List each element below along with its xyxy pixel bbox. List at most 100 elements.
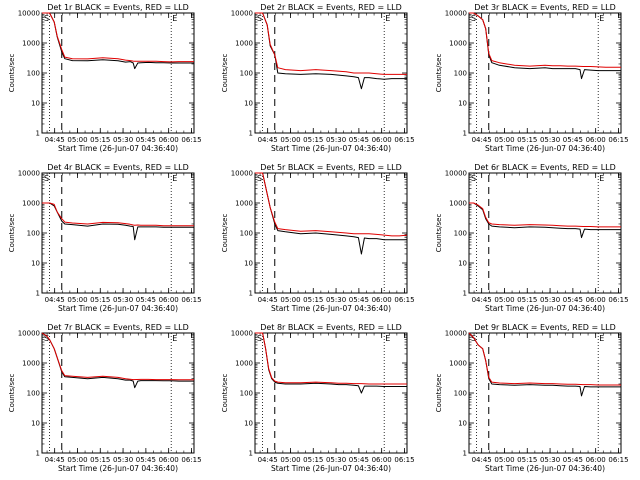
x-tick-label: 06:00 [372, 456, 392, 464]
x-tick-label: 04:45 [45, 136, 65, 144]
start-marker: S [471, 334, 476, 343]
y-tick-label: 1000 [22, 360, 40, 368]
x-tick-label: 05:45 [136, 456, 156, 464]
y-tick-label: 1000 [449, 360, 467, 368]
y-tick-label: 100 [454, 390, 467, 398]
x-tick-label: 06:00 [372, 296, 392, 304]
x-axis-label: Start Time (26-Jun-07 04:36:40) [485, 464, 605, 473]
y-tick-label: 100 [240, 390, 253, 398]
y-tick-label: 1 [36, 130, 40, 138]
end-marker: E [172, 174, 177, 183]
x-tick-label: 04:45 [258, 456, 278, 464]
x-tick-label: 05:45 [349, 136, 369, 144]
y-tick-label: 10000 [18, 10, 40, 18]
x-tick-label: 05:15 [90, 136, 110, 144]
y-tick-label: 10000 [231, 10, 253, 18]
y-tick-label: 10 [244, 100, 253, 108]
y-tick-label: 1000 [235, 40, 253, 48]
end-marker: E [385, 14, 390, 23]
y-tick-label: 10000 [445, 330, 467, 338]
x-tick-label: 05:45 [136, 136, 156, 144]
panel-9: Det 9r BLACK = Events, RED = LLD 1 10 100 10… [435, 323, 629, 473]
x-tick-label: 06:15 [181, 296, 201, 304]
panel-6: Det 6r BLACK = Events, RED = LLD 1 10 100 10… [435, 163, 629, 313]
x-tick-label: 06:00 [372, 136, 392, 144]
x-tick-label: 05:15 [517, 136, 537, 144]
x-tick-label: 05:30 [540, 136, 560, 144]
y-tick-label: 1 [463, 290, 467, 298]
x-tick-label: 04:45 [472, 296, 492, 304]
y-tick-label: 10000 [231, 330, 253, 338]
x-tick-label: 06:15 [394, 456, 414, 464]
panel-title: Det 8r BLACK = Events, RED = LLD [260, 323, 402, 332]
y-tick-label: 1 [249, 450, 253, 458]
y-tick-label: 100 [454, 230, 467, 238]
y-tick-label: 10 [458, 260, 467, 268]
lld-series-line [469, 202, 621, 228]
y-tick-label: 100 [27, 70, 40, 78]
y-tick-label: 10 [244, 260, 253, 268]
x-tick-label: 05:45 [349, 296, 369, 304]
y-axis-label: Counts/sec [8, 214, 16, 253]
start-marker: S [257, 174, 262, 183]
x-tick-label: 05:00 [494, 456, 514, 464]
x-tick-label: 06:15 [181, 136, 201, 144]
x-axis-label: Start Time (26-Jun-07 04:36:40) [271, 464, 391, 473]
y-tick-label: 10 [458, 420, 467, 428]
x-tick-label: 05:45 [136, 296, 156, 304]
x-tick-label: 06:15 [608, 296, 628, 304]
panel-8: Det 8r BLACK = Events, RED = LLD 1 10 100 10… [221, 323, 415, 473]
y-tick-label: 1000 [22, 200, 40, 208]
start-marker: S [44, 334, 49, 343]
x-axis-label: Start Time (26-Jun-07 04:36:40) [271, 304, 391, 313]
start-marker: S [257, 334, 262, 343]
x-tick-label: 05:45 [563, 296, 583, 304]
panel-title: Det 4r BLACK = Events, RED = LLD [47, 163, 189, 172]
panel-2: Det 2r BLACK = Events, RED = LLD 1 10 100 10… [221, 3, 415, 153]
x-tick-label: 06:00 [586, 296, 606, 304]
y-tick-label: 1 [463, 130, 467, 138]
y-axis-label: Counts/sec [221, 54, 229, 93]
x-tick-label: 06:15 [608, 456, 628, 464]
x-tick-label: 05:30 [540, 456, 560, 464]
y-tick-label: 10000 [445, 10, 467, 18]
end-marker: E [599, 334, 604, 343]
y-tick-label: 1 [36, 450, 40, 458]
y-tick-label: 1 [249, 290, 253, 298]
x-tick-label: 04:45 [472, 456, 492, 464]
start-marker: S [471, 14, 476, 23]
x-tick-label: 05:00 [280, 136, 300, 144]
lld-series-line [41, 332, 194, 381]
panel-4: Det 4r BLACK = Events, RED = LLD 1 10 100 10… [8, 163, 202, 313]
panel-title: Det 1r BLACK = Events, RED = LLD [47, 3, 189, 12]
end-marker: E [172, 14, 177, 23]
lld-series-line [42, 202, 194, 227]
y-axis-label: Counts/sec [221, 374, 229, 413]
lld-series-line [469, 12, 621, 68]
y-tick-label: 10000 [445, 170, 467, 178]
x-tick-label: 05:00 [494, 136, 514, 144]
x-tick-label: 05:00 [494, 296, 514, 304]
x-tick-label: 04:45 [45, 296, 65, 304]
y-axis-label: Counts/sec [8, 54, 16, 93]
panel-title: Det 2r BLACK = Events, RED = LLD [260, 3, 402, 12]
x-tick-label: 05:00 [67, 456, 87, 464]
end-marker: E [385, 334, 390, 343]
x-axis-label: Start Time (26-Jun-07 04:36:40) [271, 144, 391, 153]
x-tick-label: 04:45 [258, 296, 278, 304]
x-axis-label: Start Time (26-Jun-07 04:36:40) [58, 464, 178, 473]
x-tick-label: 05:00 [67, 136, 87, 144]
x-tick-label: 05:15 [517, 296, 537, 304]
x-tick-label: 05:15 [303, 136, 323, 144]
x-tick-label: 06:00 [159, 136, 179, 144]
panel-title: Det 5r BLACK = Events, RED = LLD [260, 163, 402, 172]
end-marker: E [172, 334, 177, 343]
panel-title: Det 3r BLACK = Events, RED = LLD [474, 3, 616, 12]
x-tick-label: 04:45 [45, 456, 65, 464]
x-tick-label: 05:30 [326, 296, 346, 304]
y-axis-label: Counts/sec [435, 214, 443, 253]
lld-series-line [42, 12, 194, 63]
x-tick-label: 05:30 [113, 456, 133, 464]
x-tick-label: 05:15 [90, 456, 110, 464]
x-tick-label: 05:15 [303, 296, 323, 304]
